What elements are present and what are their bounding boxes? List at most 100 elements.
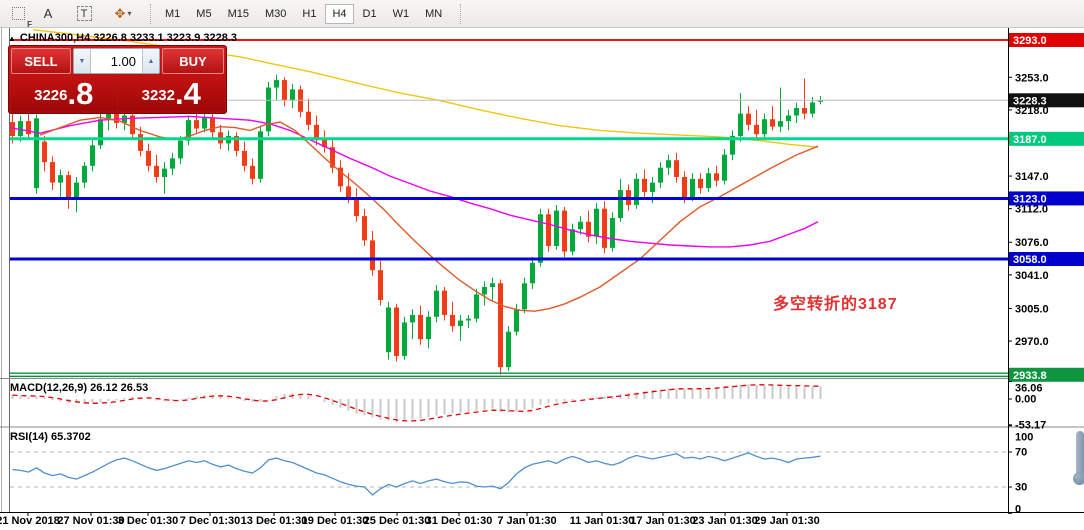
candle-body <box>90 145 95 166</box>
volume-input[interactable]: 1.00 <box>110 53 136 69</box>
time-axis-label: 27 Nov 01:30 <box>57 515 125 527</box>
candle-body <box>42 141 47 163</box>
candle-body <box>370 240 375 271</box>
arrows-icon: ✥ <box>114 5 126 21</box>
buy-price-display[interactable]: 3232 .4 <box>118 76 224 111</box>
candle-body <box>754 124 759 135</box>
candle-body <box>682 177 687 198</box>
candle-body <box>274 80 279 88</box>
sell-button[interactable]: SELL <box>11 48 71 74</box>
candle-body <box>570 229 575 252</box>
price-tick-label: 3218.0 <box>1015 105 1049 117</box>
scrollbar-ball[interactable] <box>1073 472 1084 485</box>
candle-body <box>818 100 823 102</box>
candle-body <box>306 111 311 125</box>
candle-body <box>618 190 623 219</box>
sell-price-main: 3226 <box>34 87 68 104</box>
macd-tick-label: -53.17 <box>1015 419 1046 431</box>
ma-slow-yellow <box>32 29 819 148</box>
rsi-tick-label: 0 <box>1015 504 1021 516</box>
macd-signal-line <box>12 384 821 422</box>
candle-body <box>530 262 535 284</box>
candle-body <box>722 154 727 181</box>
price-tick-label: 3005.0 <box>1015 303 1049 315</box>
candle-body <box>538 214 543 263</box>
sell-price-pips: .8 <box>67 76 94 111</box>
buy-button[interactable]: BUY <box>162 48 224 74</box>
candle-body <box>442 290 447 315</box>
time-axis-label: 19 Dec 01:30 <box>301 515 369 527</box>
timeframe-m15[interactable]: M15 <box>227 7 249 20</box>
timeframe-d1[interactable]: D1 <box>362 7 377 20</box>
candle-body <box>106 112 111 120</box>
candle-body <box>786 115 791 122</box>
volume-increase-button[interactable]: ▲ <box>142 49 159 73</box>
candle-body <box>338 167 343 187</box>
candle-body <box>330 147 335 168</box>
collapse-triangle-icon[interactable]: ▲ <box>8 33 16 43</box>
candle-body <box>506 331 511 368</box>
volume-decrease-button[interactable]: ▼ <box>74 49 91 73</box>
candle-body <box>658 167 663 183</box>
candle-body <box>210 117 215 133</box>
letter-t-icon: T <box>76 6 92 21</box>
time-axis-label: 3 Dec 01:30 <box>117 515 179 527</box>
buy-price-pips: .4 <box>175 76 201 111</box>
font-tool-icon[interactable]: A <box>36 3 60 25</box>
toolbar-separator <box>150 3 151 24</box>
candle-body <box>362 216 367 241</box>
sell-price-display[interactable]: 3226 .8 <box>11 76 117 111</box>
one-click-trade-panel: SELL ▼ 1.00 ▲ BUY 3226 .8 3232 .4 <box>8 45 227 114</box>
candle-body <box>18 121 23 136</box>
price-badge-3293.0 <box>1009 33 1084 47</box>
text-label-tool-icon[interactable]: T <box>72 3 96 25</box>
timeframe-w1[interactable]: W1 <box>392 7 410 20</box>
candle-body <box>418 314 423 340</box>
candle-body <box>426 316 431 340</box>
rsi-tick-label: 70 <box>1015 447 1027 459</box>
candle-body <box>378 270 383 301</box>
candle-body <box>554 210 559 246</box>
cursor-arrows-tool[interactable]: ✥ ▾ <box>106 3 140 25</box>
candle-body <box>762 119 767 135</box>
price-badge-label: 2933.8 <box>1013 370 1047 382</box>
candle-body <box>482 286 487 295</box>
timeframe-h1[interactable]: H1 <box>302 7 317 20</box>
candle-body <box>170 158 175 169</box>
volume-stepper: ▼ 1.00 ▲ <box>73 48 160 74</box>
candle-body <box>746 113 751 125</box>
candle-body <box>810 102 815 114</box>
candle-body <box>138 134 143 151</box>
grid-f-label: F <box>27 19 32 29</box>
timeframe-h4[interactable]: H4 <box>325 3 354 24</box>
candle-body <box>738 113 743 136</box>
rsi-label: RSI(14) 65.3702 <box>10 431 91 443</box>
price-badge-3228.3 <box>1009 93 1084 108</box>
macd-label: MACD(12,26,9) 26.12 26.53 <box>10 382 149 394</box>
candle-body <box>186 120 191 141</box>
price-tick-label: 3253.0 <box>1015 72 1049 84</box>
chart-annotation-text: 多空转折的3187 <box>773 296 898 313</box>
timeframe-m5[interactable]: M5 <box>196 7 212 20</box>
scrollbar-thumb[interactable] <box>1076 431 1084 477</box>
timeframe-mn[interactable]: MN <box>425 7 443 20</box>
time-axis-label: 7 Dec 01:30 <box>179 515 241 527</box>
candle-body <box>10 122 15 136</box>
candle-body <box>26 121 31 135</box>
time-axis-label: 21 Nov 2018 <box>0 515 60 527</box>
timeframe-m1[interactable]: M1 <box>165 7 181 20</box>
candle-body <box>474 294 479 319</box>
rsi-line <box>12 452 821 496</box>
candle-body <box>602 208 607 248</box>
candle-body <box>642 178 647 192</box>
candle-body <box>698 178 703 189</box>
candle-body <box>410 314 415 323</box>
candle-body <box>730 135 735 155</box>
price-tick-label: 3041.0 <box>1015 270 1049 282</box>
macd-tick-label: 36.06 <box>1015 383 1043 395</box>
grid-properties-icon[interactable]: F <box>6 3 32 29</box>
price-badge-label: 3058.0 <box>1013 254 1047 266</box>
candle-body <box>770 119 775 127</box>
price-badge-label: 3228.3 <box>1013 95 1047 107</box>
timeframe-m30[interactable]: M30 <box>264 7 287 20</box>
